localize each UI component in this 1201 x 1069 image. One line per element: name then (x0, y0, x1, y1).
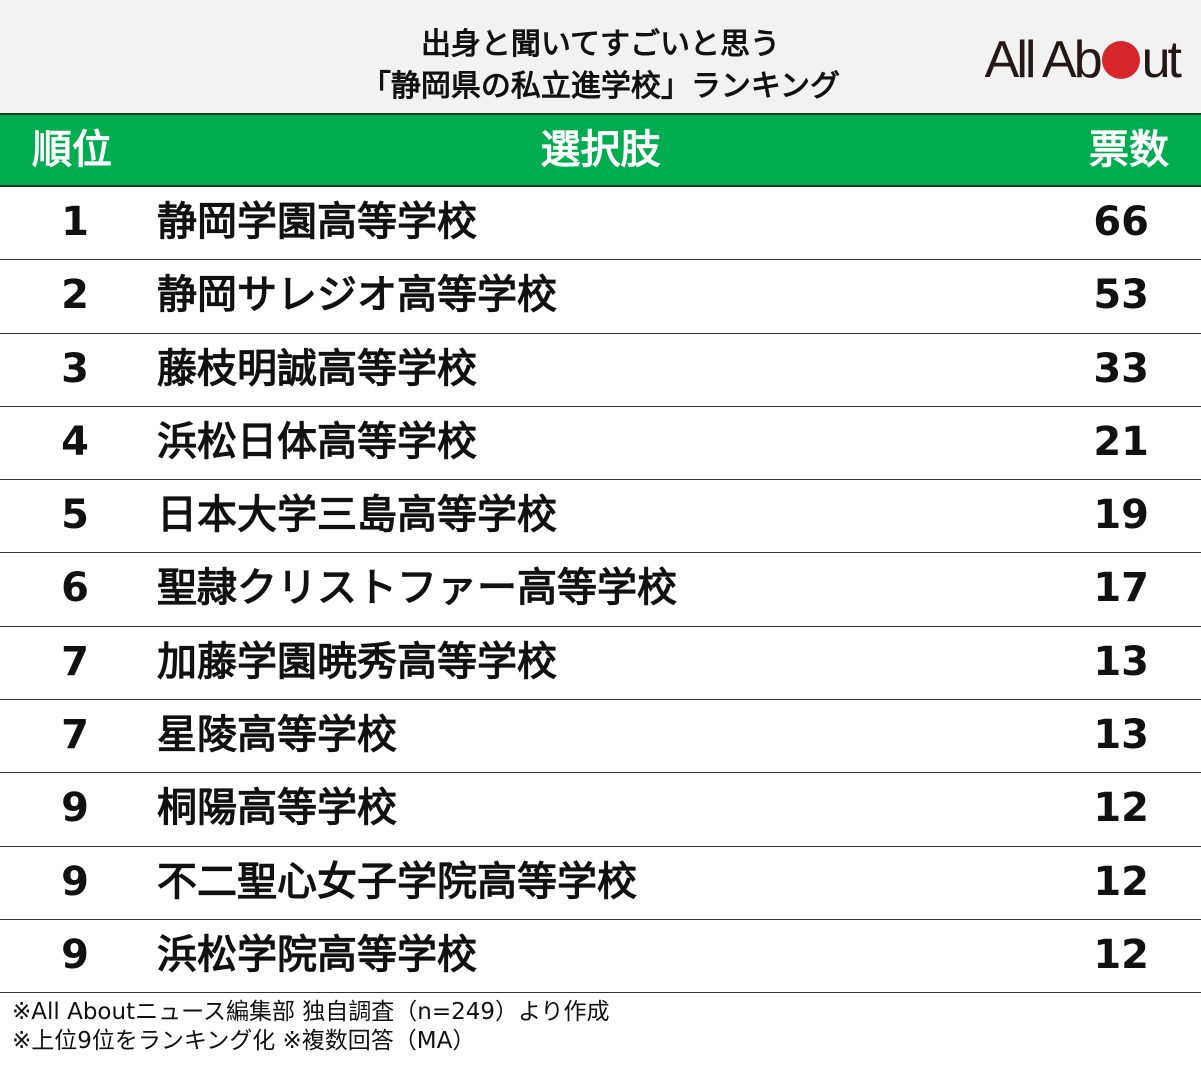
name-cell: 浜松学院高等学校 (157, 931, 477, 978)
votes-cell: 21 (1093, 418, 1149, 465)
votes-cell: 12 (1093, 785, 1149, 832)
name-cell: 浜松日体高等学校 (157, 418, 477, 465)
rank-cell: 7 (61, 712, 89, 759)
votes-cell: 12 (1093, 858, 1149, 905)
title-line-1: 出身と聞いてすごいと思う (420, 27, 781, 62)
name-cell: 静岡サレジオ高等学校 (157, 272, 557, 319)
votes-cell: 13 (1093, 712, 1149, 759)
name-cell: 加藤学園暁秀高等学校 (157, 638, 557, 685)
name-cell: 星陵高等学校 (157, 712, 397, 759)
footnote: ※All Aboutニュース編集部 独自調査（n=249）より作成 ※上位9位を… (12, 998, 610, 1056)
table-row: 9 桐陽高等学校 12 (0, 773, 1201, 847)
rank-cell: 2 (61, 272, 89, 319)
table-row: 1 静岡学園高等学校 66 (0, 187, 1201, 261)
table-header: 順位 選択肢 票数 (0, 113, 1201, 187)
header-votes: 票数 (1089, 127, 1169, 173)
name-cell: 藤枝明誠高等学校 (157, 345, 477, 392)
logo-text-start: All Ab (984, 31, 1103, 89)
table-row: 7 加藤学園暁秀高等学校 13 (0, 627, 1201, 701)
rank-cell: 7 (61, 638, 89, 685)
ranking-table: 1 静岡学園高等学校 66 2 静岡サレジオ高等学校 53 3 藤枝明誠高等学校 33 4 浜松日体… (0, 187, 1201, 994)
footnote-line-2: ※上位9位をランキング化 ※複数回答（MA） (12, 1028, 476, 1054)
table-row: 6 聖隷クリストファー高等学校 17 (0, 553, 1201, 627)
rank-cell: 5 (61, 492, 89, 539)
all-about-logo: All Ab ut (984, 30, 1182, 90)
header-choice: 選択肢 (540, 127, 661, 173)
rank-cell: 6 (61, 565, 89, 612)
rank-cell: 9 (61, 785, 89, 832)
votes-cell: 66 (1093, 199, 1149, 245)
rank-cell: 9 (61, 931, 89, 978)
votes-cell: 17 (1093, 565, 1149, 612)
table-row: 5 日本大学三島高等学校 19 (0, 480, 1201, 554)
rank-cell: 9 (61, 858, 89, 905)
footnote-line-1: ※All Aboutニュース編集部 独自調査（n=249）より作成 (12, 999, 610, 1025)
votes-cell: 12 (1093, 931, 1149, 978)
rank-cell: 4 (61, 418, 89, 465)
votes-cell: 33 (1093, 345, 1149, 392)
table-row: 2 静岡サレジオ高等学校 53 (0, 260, 1201, 334)
rank-cell: 1 (61, 199, 89, 245)
table-row: 4 浜松日体高等学校 21 (0, 407, 1201, 481)
name-cell: 不二聖心女子学院高等学校 (157, 858, 637, 905)
logo-text-end: ut (1141, 31, 1182, 89)
rank-cell: 3 (61, 345, 89, 392)
table-row: 3 藤枝明誠高等学校 33 (0, 334, 1201, 407)
votes-cell: 19 (1093, 492, 1149, 539)
table-row: 9 浜松学院高等学校 12 (0, 920, 1201, 994)
votes-cell: 53 (1093, 272, 1149, 319)
name-cell: 日本大学三島高等学校 (157, 492, 557, 539)
logo-dot-icon (1101, 41, 1140, 79)
title-area: 出身と聞いてすごいと思う 「静岡県の私立進学校」ランキング All Ab ut (0, 0, 1201, 113)
name-cell: 桐陽高等学校 (157, 785, 397, 832)
header-rank: 順位 (32, 127, 112, 173)
name-cell: 聖隷クリストファー高等学校 (157, 565, 677, 612)
title-line-2: 「静岡県の私立進学校」ランキング (360, 69, 841, 104)
table-row: 7 星陵高等学校 13 (0, 700, 1201, 774)
table-row: 9 不二聖心女子学院高等学校 12 (0, 847, 1201, 920)
name-cell: 静岡学園高等学校 (157, 199, 477, 245)
votes-cell: 13 (1093, 638, 1149, 685)
